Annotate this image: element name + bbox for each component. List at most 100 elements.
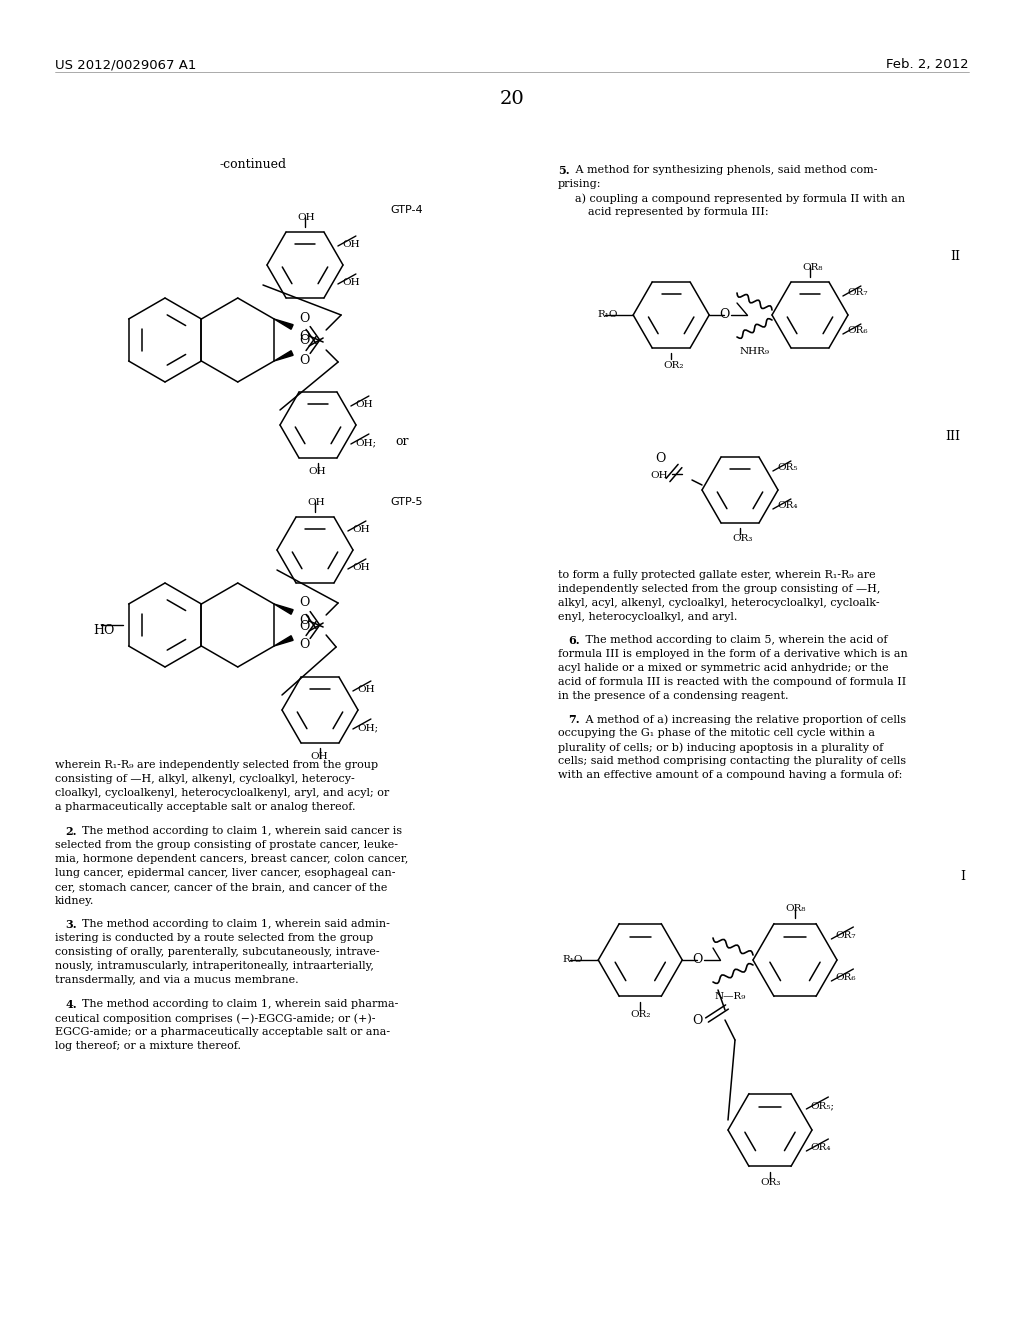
Text: consisting of —H, alkyl, alkenyl, cycloalkyl, heterocy-: consisting of —H, alkyl, alkenyl, cycloa… [55,774,354,784]
Text: OH: OH [342,240,359,249]
Text: OR₅: OR₅ [777,463,798,473]
Text: log thereof; or a mixture thereof.: log thereof; or a mixture thereof. [55,1041,241,1051]
Text: a) coupling a compound represented by formula II with an: a) coupling a compound represented by fo… [575,193,905,203]
Text: OH: OH [307,498,325,507]
Text: mia, hormone dependent cancers, breast cancer, colon cancer,: mia, hormone dependent cancers, breast c… [55,854,409,865]
Text: cells; said method comprising contacting the plurality of cells: cells; said method comprising contacting… [558,756,906,766]
Text: O: O [299,334,309,347]
Polygon shape [274,636,293,645]
Text: alkyl, acyl, alkenyl, cycloalkyl, heterocycloalkyl, cycloalk-: alkyl, acyl, alkenyl, cycloalkyl, hetero… [558,598,880,609]
Text: A method for synthesizing phenols, said method com-: A method for synthesizing phenols, said … [572,165,878,176]
Text: OH;: OH; [357,723,378,733]
Text: lung cancer, epidermal cancer, liver cancer, esophageal can-: lung cancer, epidermal cancer, liver can… [55,869,395,878]
Text: OH: OH [352,564,370,572]
Text: OR₈: OR₈ [785,904,806,913]
Text: OR₃: OR₃ [760,1177,780,1187]
Text: O: O [692,953,702,966]
Polygon shape [274,319,293,329]
Text: selected from the group consisting of prostate cancer, leuke-: selected from the group consisting of pr… [55,840,398,850]
Text: enyl, heterocycloalkyl, and aryl.: enyl, heterocycloalkyl, and aryl. [558,612,737,622]
Polygon shape [274,605,293,614]
Text: OH: OH [308,467,326,477]
Text: O: O [654,451,666,465]
Text: cer, stomach cancer, cancer of the brain, and cancer of the: cer, stomach cancer, cancer of the brain… [55,882,387,892]
Text: acyl halide or a mixed or symmetric acid anhydride; or the: acyl halide or a mixed or symmetric acid… [558,663,889,673]
Text: or: or [395,436,409,447]
Text: OH: OH [310,752,328,762]
Text: in the presence of a condensing reagent.: in the presence of a condensing reagent. [558,690,788,701]
Text: EGCG-amide; or a pharmaceutically acceptable salt or ana-: EGCG-amide; or a pharmaceutically accept… [55,1027,390,1038]
Text: Feb. 2, 2012: Feb. 2, 2012 [887,58,969,71]
Text: prising:: prising: [558,180,601,189]
Text: O: O [299,354,309,367]
Text: OH: OH [342,279,359,286]
Text: nously, intramuscularly, intraperitoneally, intraarterially,: nously, intramuscularly, intraperitoneal… [55,961,374,972]
Text: US 2012/0029067 A1: US 2012/0029067 A1 [55,58,197,71]
Text: OH;: OH; [355,438,376,447]
Text: formula III is employed in the form of a derivative which is an: formula III is employed in the form of a… [558,649,907,659]
Text: cloalkyl, cycloalkenyl, heterocycloalkenyl, aryl, and acyl; or: cloalkyl, cycloalkenyl, heterocycloalken… [55,788,389,799]
Text: OR₄: OR₄ [810,1143,830,1152]
Text: occupying the G₁ phase of the mitotic cell cycle within a: occupying the G₁ phase of the mitotic ce… [558,729,874,738]
Text: I: I [961,870,965,883]
Text: O: O [299,639,309,652]
Text: a pharmaceutically acceptable salt or analog thereof.: a pharmaceutically acceptable salt or an… [55,803,355,812]
Text: to form a fully protected gallate ester, wherein R₁-R₉ are: to form a fully protected gallate ester,… [558,570,876,579]
Text: OR₈: OR₈ [802,263,822,272]
Text: consisting of orally, parenterally, subcutaneously, intrave-: consisting of orally, parenterally, subc… [55,946,380,957]
Text: 2.: 2. [65,826,77,837]
Text: R₁O: R₁O [562,954,583,964]
Text: 4.: 4. [65,999,77,1010]
Text: OR₄: OR₄ [777,502,798,510]
Text: GTP-4: GTP-4 [390,205,423,215]
Text: A method of a) increasing the relative proportion of cells: A method of a) increasing the relative p… [582,714,906,725]
Text: NHR₉: NHR₉ [740,347,770,356]
Text: OR₅;: OR₅; [810,1101,835,1110]
Text: OH: OH [650,471,668,480]
Text: plurality of cells; or b) inducing apoptosis in a plurality of: plurality of cells; or b) inducing apopt… [558,742,884,752]
Text: The method according to claim 1, wherein said cancer is: The method according to claim 1, wherein… [82,826,402,836]
Text: OR₆: OR₆ [836,973,856,982]
Text: independently selected from the group consisting of —H,: independently selected from the group co… [558,583,881,594]
Text: OH: OH [355,400,373,409]
Text: O: O [299,615,309,627]
Text: OH: OH [352,525,370,535]
Text: O: O [719,308,729,321]
Text: 6.: 6. [568,635,580,645]
Text: The method according to claim 1, wherein said pharma-: The method according to claim 1, wherein… [82,999,398,1008]
Text: III: III [945,430,961,444]
Text: GTP-5: GTP-5 [390,498,423,507]
Polygon shape [274,351,293,360]
Text: ceutical composition comprises (−)-EGCG-amide; or (+)-: ceutical composition comprises (−)-EGCG-… [55,1012,376,1023]
Text: OH: OH [297,213,314,222]
Text: acid of formula III is reacted with the compound of formula II: acid of formula III is reacted with the … [558,677,906,686]
Text: istering is conducted by a route selected from the group: istering is conducted by a route selecte… [55,933,374,942]
Text: OR₇: OR₇ [836,931,856,940]
Text: OH: OH [357,685,375,694]
Text: II: II [950,249,961,263]
Text: transdermally, and via a mucus membrane.: transdermally, and via a mucus membrane. [55,975,299,985]
Text: OR₆: OR₆ [847,326,867,335]
Text: O: O [299,312,309,325]
Text: 3.: 3. [65,919,77,931]
Text: The method according to claim 1, wherein said admin-: The method according to claim 1, wherein… [82,919,390,929]
Text: 20: 20 [500,90,524,108]
Text: kidney.: kidney. [55,896,94,906]
Text: The method according to claim 5, wherein the acid of: The method according to claim 5, wherein… [582,635,888,645]
Text: OR₇: OR₇ [847,288,867,297]
Text: 7.: 7. [568,714,580,725]
Text: -continued: -continued [220,158,287,172]
Text: R₁O: R₁O [597,310,617,319]
Text: HO: HO [93,623,115,636]
Text: O: O [692,1014,702,1027]
Text: OR₂: OR₂ [630,1010,651,1019]
Text: 5.: 5. [558,165,569,176]
Text: O: O [299,330,309,342]
Text: acid represented by formula III:: acid represented by formula III: [588,207,769,216]
Text: O: O [299,597,309,610]
Text: OR₃: OR₃ [732,535,753,543]
Text: wherein R₁-R₉ are independently selected from the group: wherein R₁-R₉ are independently selected… [55,760,378,770]
Text: with an effective amount of a compound having a formula of:: with an effective amount of a compound h… [558,770,902,780]
Text: N—R₉: N—R₉ [715,993,746,1001]
Text: OR₂: OR₂ [664,360,684,370]
